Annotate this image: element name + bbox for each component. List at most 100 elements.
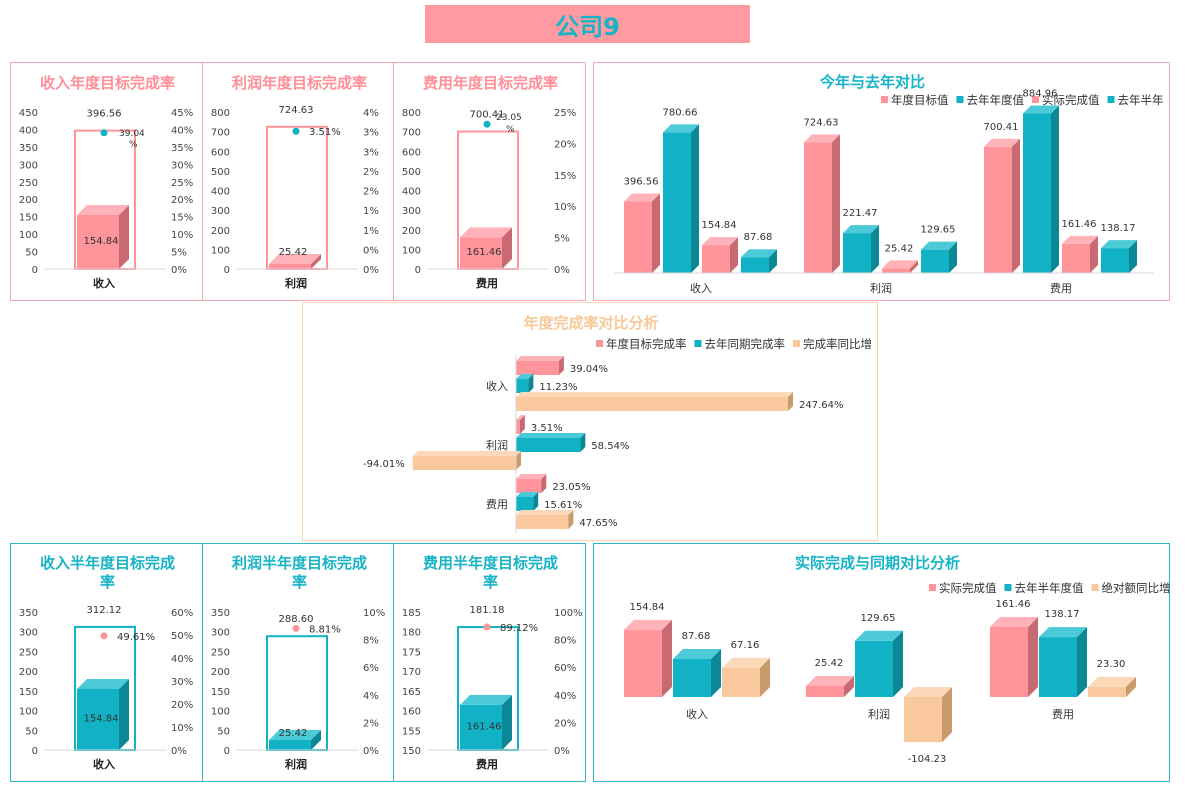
bar-利润-1-front [855, 640, 893, 697]
y-tick-label: 50 [25, 248, 38, 259]
bar-收入-2-top [722, 657, 770, 668]
hbar-收入-1-top [516, 374, 534, 379]
chart-svg: 利润年度目标完成率 0 100 200 300 400 500 600 700 800 0% 0% 1%… [211, 74, 379, 290]
y-category-label: 利润 [486, 438, 508, 452]
y-tick-label: 500 [211, 167, 230, 178]
bar-收入-2 [722, 657, 770, 697]
rate-dot [292, 624, 300, 632]
y-tick-label: 600 [402, 147, 421, 158]
legend-swatch [881, 96, 888, 103]
chart-title: 费用半年度目标完成 [423, 554, 558, 572]
bar-费用-2 [1088, 676, 1136, 697]
legend-label: 去年半年度值 [1015, 581, 1084, 595]
bar-利润-2-top [904, 687, 952, 697]
bar-value-label: 11.23% [539, 382, 577, 393]
legend-swatch [1107, 96, 1115, 103]
y2-tick-label: 0% [171, 746, 187, 757]
bar-value-label: 700.41 [984, 122, 1019, 133]
legend-swatch [1032, 96, 1039, 103]
target-value-label: 288.60 [279, 614, 314, 625]
bar-收入-1 [663, 124, 699, 273]
rate-dot [100, 632, 108, 640]
bar-费用-0-side [1028, 617, 1038, 697]
bar-收入-1-front [673, 658, 711, 697]
bar-value-label: 396.56 [624, 177, 659, 188]
bar-利润-3-top [921, 241, 957, 250]
bar-费用-2-front [1088, 686, 1126, 697]
rate-value-label: 3.51% [309, 127, 341, 138]
y-tick-label: 700 [402, 128, 421, 139]
actual-bar-top [460, 694, 512, 705]
actual-bar-top [269, 729, 321, 740]
y-tick-label: 350 [19, 143, 38, 154]
hbar-费用-0-side [541, 474, 547, 493]
y-tick-label: 100 [19, 230, 38, 241]
y-tick-label: 250 [211, 647, 230, 658]
y-tick-label: 150 [19, 687, 38, 698]
target-value-label: 312.12 [87, 605, 122, 616]
bar-value-label: 25.42 [815, 658, 844, 669]
bar-收入-0-side [652, 193, 660, 273]
x-category-label: 收入 [93, 757, 115, 771]
y-tick-label: 165 [402, 687, 421, 698]
rate-value-label: 89.12% [500, 623, 538, 634]
bar-value-label: 129.65 [921, 225, 956, 236]
y2-tick-label: 60% [171, 608, 193, 619]
bar-收入-1-side [711, 648, 721, 697]
bar-利润-2 [882, 260, 918, 273]
bar-费用-3-side [1129, 240, 1137, 273]
hbar-利润-0-top [516, 415, 525, 420]
y-tick-label: 450 [19, 108, 38, 119]
bar-费用-2 [1062, 235, 1098, 273]
bar-利润-2 [904, 687, 952, 743]
y-tick-label: 185 [402, 608, 421, 619]
rate-dot [292, 127, 300, 135]
bar-费用-3-top [1101, 240, 1137, 249]
y-tick-label: 150 [19, 213, 38, 224]
legend-label: 去年同期完成率 [705, 337, 786, 351]
page-title: 公司9 [555, 12, 620, 41]
y-tick-label: 0 [415, 265, 421, 276]
y-tick-label: 155 [402, 726, 421, 737]
x-category-label: 费用 [1050, 282, 1072, 295]
y-tick-label: 160 [402, 707, 421, 718]
y2-tick-label: 2% [363, 718, 379, 729]
y2-tick-label: 4% [363, 691, 379, 702]
bar-value-label: 39.04% [570, 364, 608, 375]
hbar-利润-0-front [516, 420, 520, 434]
y-tick-label: 170 [402, 667, 421, 678]
bar-收入-2-front [722, 667, 760, 697]
bar-value-label: 129.65 [861, 613, 896, 624]
x-category-label: 利润 [285, 757, 307, 771]
bar-收入-1-top [673, 648, 721, 659]
actual-bar-side [311, 729, 321, 750]
bar-value-label: 154.84 [702, 220, 737, 231]
bar-收入-0-top [624, 619, 672, 630]
y-tick-label: 400 [402, 187, 421, 198]
y2-tick-label: 100% [554, 608, 583, 619]
hbar-利润-1-front [516, 438, 581, 452]
bar-费用-1 [1023, 105, 1059, 273]
actual-bar-side [502, 694, 512, 750]
hbar-利润-1-side [580, 433, 586, 452]
bar-value-label: 221.47 [843, 208, 878, 219]
bar-value-label: 138.17 [1101, 223, 1136, 234]
x-category-label: 费用 [1052, 708, 1074, 721]
actual-bar-top [77, 204, 129, 215]
y-tick-label: 0 [32, 746, 38, 757]
legend-label: 去年年度值 [967, 93, 1025, 107]
bar-利润-1 [843, 225, 879, 273]
y2-tick-label: 0% [363, 265, 379, 276]
hbar-费用-0-top [516, 474, 547, 479]
y2-tick-label: 30% [171, 677, 193, 688]
target-value-label: 700.41 [470, 110, 505, 121]
chart-title-cont: 率 [292, 573, 307, 591]
hbar-收入-2-top [516, 392, 793, 397]
bar-value-label: 15.61% [544, 500, 582, 511]
bar-费用-1-top [1039, 627, 1087, 638]
chart-title: 年度完成率对比分析 [523, 314, 658, 332]
actual-bar-front [460, 704, 502, 750]
actual-bar-top [269, 254, 321, 265]
